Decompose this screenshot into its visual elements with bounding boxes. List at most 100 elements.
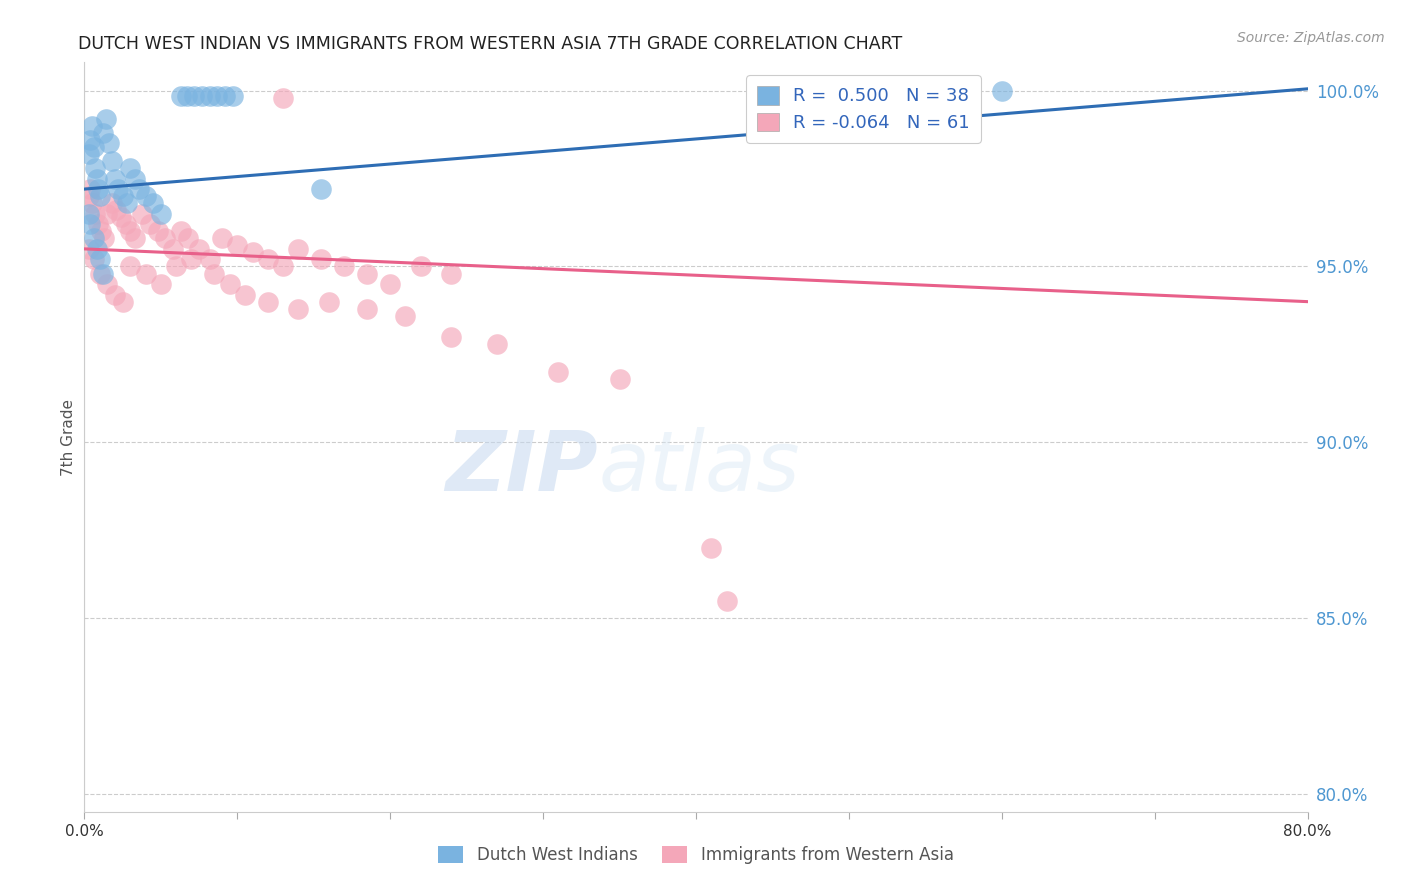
Point — [311, 252, 333, 267]
Text: ZIP: ZIP — [446, 426, 598, 508]
Point — [86, 242, 108, 256]
Text: atlas: atlas — [598, 426, 800, 508]
Point — [89, 252, 111, 267]
Point — [271, 260, 294, 274]
Point — [84, 161, 107, 175]
Point — [198, 252, 221, 267]
Point — [91, 126, 114, 140]
Point — [333, 260, 356, 274]
Y-axis label: 7th Grade: 7th Grade — [60, 399, 76, 475]
Point — [83, 231, 105, 245]
Point — [170, 224, 193, 238]
Point — [162, 242, 184, 256]
Point — [135, 267, 157, 281]
Point — [176, 88, 198, 103]
Point — [165, 260, 187, 274]
Point — [110, 211, 132, 225]
Point — [91, 267, 114, 281]
Point — [101, 153, 124, 168]
Point — [77, 147, 100, 161]
Point — [79, 133, 101, 147]
Point — [440, 330, 463, 344]
Point — [96, 277, 118, 291]
Text: DUTCH WEST INDIAN VS IMMIGRANTS FROM WESTERN ASIA 7TH GRADE CORRELATION CHART: DUTCH WEST INDIAN VS IMMIGRANTS FROM WES… — [79, 35, 903, 53]
Point — [311, 182, 333, 196]
Point — [155, 231, 177, 245]
Point — [139, 217, 162, 231]
Point — [104, 287, 127, 301]
Point — [89, 189, 111, 203]
Point — [700, 541, 723, 555]
Point — [79, 182, 101, 196]
Point — [87, 217, 110, 231]
Point — [356, 267, 378, 281]
Point — [716, 593, 738, 607]
Point — [146, 224, 169, 238]
Point — [380, 277, 402, 291]
Point — [83, 252, 105, 267]
Point — [188, 242, 211, 256]
Point — [183, 88, 205, 103]
Legend: Dutch West Indians, Immigrants from Western Asia: Dutch West Indians, Immigrants from West… — [432, 839, 960, 871]
Point — [124, 171, 146, 186]
Point — [105, 203, 128, 218]
Point — [991, 84, 1014, 98]
Point — [198, 88, 221, 103]
Point — [287, 242, 309, 256]
Point — [180, 252, 202, 267]
Point — [83, 140, 105, 154]
Point — [94, 112, 117, 126]
Point — [409, 260, 432, 274]
Point — [356, 301, 378, 316]
Point — [77, 242, 100, 256]
Point — [120, 224, 142, 238]
Point — [124, 231, 146, 245]
Point — [111, 189, 134, 203]
Point — [115, 196, 138, 211]
Point — [149, 277, 172, 291]
Point — [87, 182, 110, 196]
Point — [609, 372, 631, 386]
Point — [114, 217, 136, 231]
Point — [79, 217, 101, 231]
Point — [93, 231, 115, 245]
Point — [214, 88, 236, 103]
Point — [177, 231, 200, 245]
Point — [86, 171, 108, 186]
Point — [111, 294, 134, 309]
Point — [135, 189, 157, 203]
Point — [84, 207, 107, 221]
Point — [80, 119, 103, 133]
Point — [149, 207, 172, 221]
Point — [221, 88, 243, 103]
Point — [120, 260, 142, 274]
Point — [440, 267, 463, 281]
Point — [271, 90, 294, 104]
Point — [131, 207, 153, 221]
Point — [142, 196, 165, 211]
Point — [486, 336, 509, 351]
Point — [287, 301, 309, 316]
Point — [77, 189, 100, 203]
Point — [242, 245, 264, 260]
Point — [191, 88, 214, 103]
Point — [394, 309, 416, 323]
Point — [170, 88, 193, 103]
Point — [104, 171, 127, 186]
Point — [128, 182, 150, 196]
Point — [211, 231, 233, 245]
Point — [547, 365, 569, 379]
Point — [101, 196, 124, 211]
Point — [96, 207, 118, 221]
Point — [207, 88, 229, 103]
Point — [233, 287, 256, 301]
Point — [257, 294, 280, 309]
Point — [202, 267, 225, 281]
Point — [90, 224, 112, 238]
Text: Source: ZipAtlas.com: Source: ZipAtlas.com — [1237, 31, 1385, 45]
Point — [77, 207, 100, 221]
Point — [226, 238, 249, 252]
Point — [218, 277, 240, 291]
Point — [318, 294, 340, 309]
Point — [120, 161, 142, 175]
